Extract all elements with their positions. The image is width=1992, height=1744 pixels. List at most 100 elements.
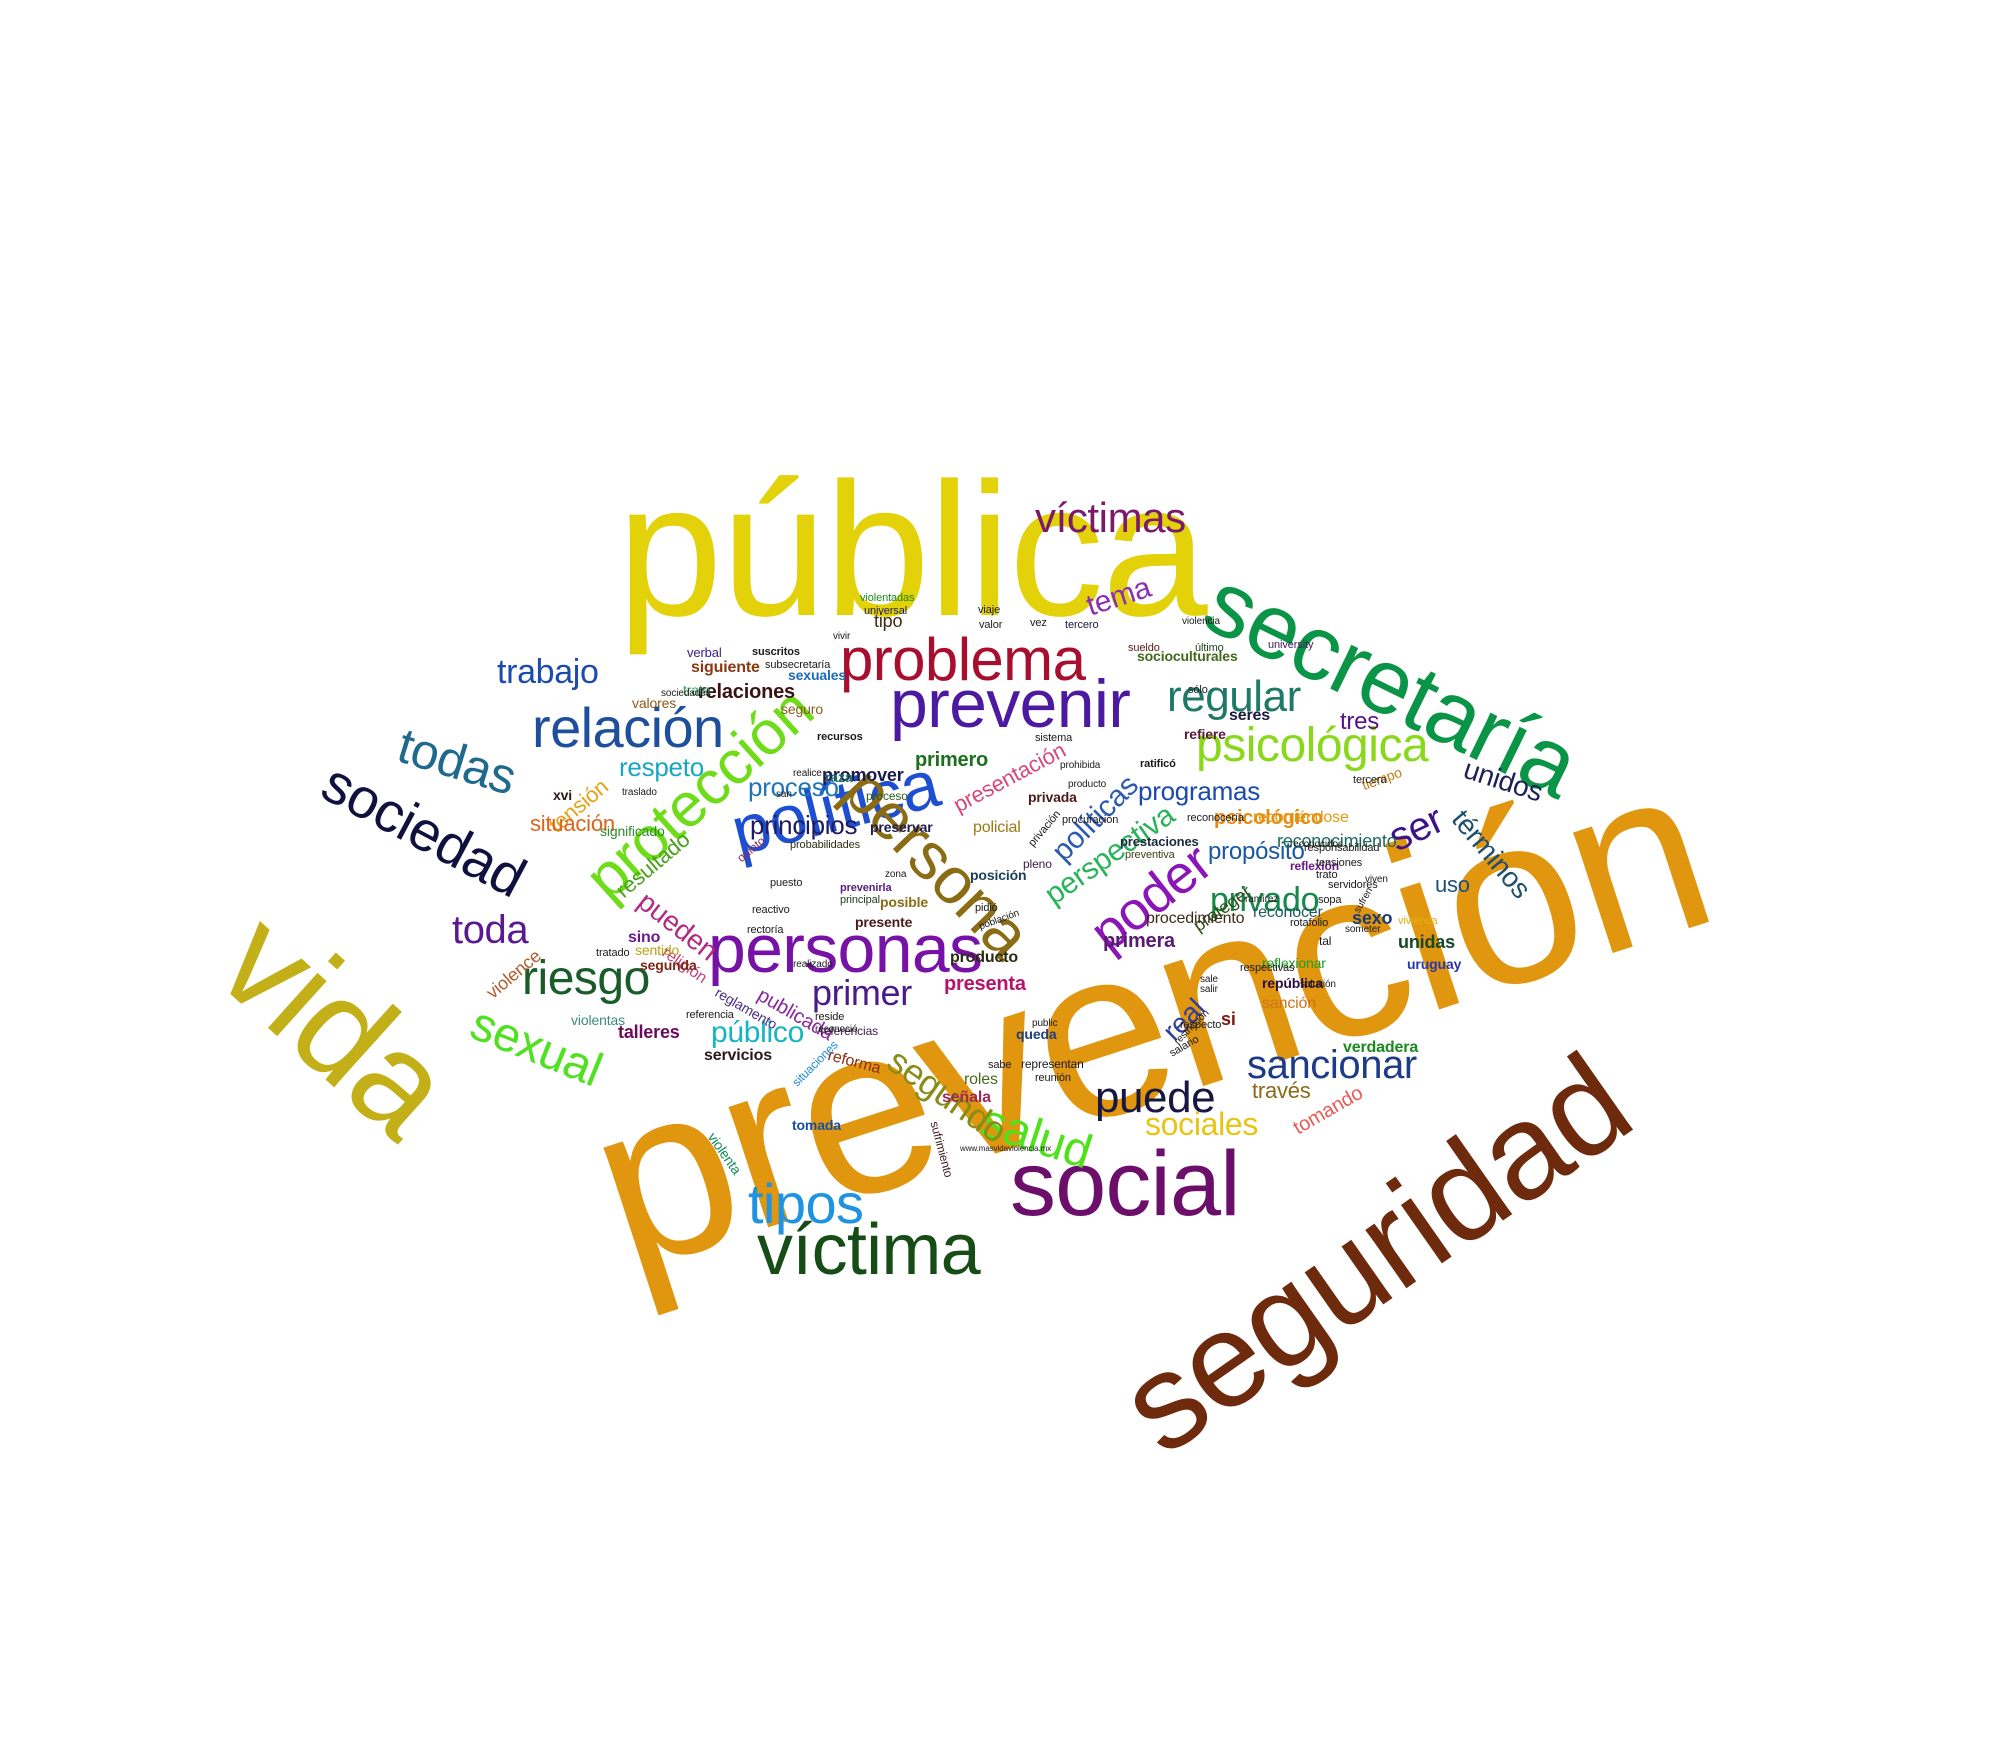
word-cloud-term: sopa (1318, 894, 1342, 906)
word-cloud-term: reside (815, 1011, 845, 1023)
word-cloud-term: respecto (1180, 1019, 1222, 1031)
word-cloud-term: víctima (757, 1210, 981, 1290)
word-cloud-term: suscritos (752, 646, 800, 658)
word-cloud-term: público (711, 1016, 804, 1049)
word-cloud-term: socioculturales (1137, 648, 1238, 664)
word-cloud-term: responsabilidad (1304, 842, 1380, 854)
word-cloud-term: situación (530, 811, 615, 836)
word-cloud-term: procedimiento (1146, 910, 1245, 927)
word-cloud-term: programas (1138, 776, 1260, 806)
word-cloud-term: tomada (792, 1117, 841, 1133)
word-cloud-term: valor (979, 619, 1003, 631)
word-cloud-term: rectoría (747, 924, 784, 936)
word-cloud-term: reconoció (815, 1024, 858, 1035)
word-cloud-term: servidores (1328, 879, 1378, 891)
word-cloud-term: presente (855, 914, 913, 930)
word-cloud-term: raza (825, 769, 853, 785)
word-cloud-term: principal (840, 894, 880, 906)
word-cloud-term: recursos (817, 731, 863, 743)
word-cloud-term: pleno (1023, 857, 1052, 871)
word-cloud-term: reconocidos (1290, 839, 1343, 850)
word-cloud-term: primera (1103, 930, 1175, 952)
word-cloud-term: subsecretaría (765, 659, 831, 671)
word-cloud-term: viaje (978, 604, 1001, 616)
word-cloud-term: significado (600, 823, 665, 839)
word-cloud-term: queda (1016, 1026, 1057, 1042)
word-cloud-term: reunión (1035, 1072, 1071, 1084)
word-cloud-term: realice (793, 768, 822, 779)
word-cloud-term: tensiones (1316, 857, 1363, 869)
word-cloud-term: rotafolio (1290, 917, 1329, 929)
word-cloud-term: prohibida (1060, 760, 1101, 771)
word-cloud-term: producto (1068, 779, 1107, 790)
word-cloud-term: unidas (1398, 932, 1455, 952)
word-cloud-term: tal (1319, 934, 1332, 948)
word-cloud-term: reactivo (752, 904, 790, 916)
word-cloud-term: toda (452, 908, 529, 952)
word-cloud-term: víctimas (1035, 494, 1186, 541)
word-cloud-term: reconocer (1253, 904, 1323, 921)
word-cloud-term: university (1268, 639, 1314, 651)
word-cloud-term: reflexión (1290, 859, 1339, 873)
word-cloud-term: zona (885, 869, 907, 880)
word-cloud-term: sabe (988, 1059, 1012, 1071)
word-cloud-term: trabajo (497, 653, 599, 691)
word-cloud-term: sexuales (788, 667, 847, 683)
word-cloud-term: riesgo (522, 952, 650, 1005)
word-cloud-term: señala (942, 1089, 991, 1106)
word-cloud-term: recorriéndose (1253, 809, 1349, 826)
word-cloud-term: proceso (748, 772, 839, 802)
word-cloud-term: uruguay (1407, 956, 1462, 972)
word-cloud-term: promover (822, 765, 904, 785)
word-cloud-term: relaciones (698, 681, 795, 703)
word-cloud-term: refiere (1184, 726, 1226, 742)
word-cloud-term: ratificó (1140, 758, 1176, 770)
word-cloud-term: prevenirla (840, 882, 892, 894)
word-cloud-term: proceso (866, 789, 908, 803)
word-cloud-term: realizado (793, 959, 833, 970)
word-cloud-term: tratado (596, 947, 630, 959)
word-cloud-term: ramírez (1245, 894, 1279, 905)
word-cloud-term: sistema (1035, 732, 1073, 744)
word-cloud-term: pidió (975, 902, 998, 914)
word-cloud-term: tercero (1065, 619, 1099, 631)
word-cloud-term: reflexionar (1262, 955, 1326, 971)
word-cloud-term: uso (1435, 872, 1470, 897)
word-cloud-term: sueldo (1128, 642, 1160, 654)
word-cloud-term: violentadas (860, 592, 915, 604)
word-cloud-term: pública (617, 444, 1208, 656)
word-cloud-term: referencia (686, 1009, 734, 1021)
word-cloud-term: seres (1229, 707, 1271, 724)
word-cloud-term: trato (1316, 869, 1338, 881)
word-cloud-term: trata (683, 682, 711, 698)
word-cloud-term: sentido (635, 942, 680, 958)
word-cloud-term: servicios (704, 1047, 772, 1064)
word-cloud-term: www.masvidaviolencia.mx (960, 1144, 1052, 1153)
word-cloud-term: si (1221, 1009, 1236, 1029)
word-cloud-term: solución (1300, 979, 1336, 990)
word-cloud-term: sino (628, 929, 661, 946)
word-cloud-term: relación (532, 696, 724, 759)
word-cloud-term: último (1195, 642, 1224, 654)
word-cloud-term: traslado (622, 787, 657, 798)
word-cloud-term: sanción (1262, 995, 1317, 1012)
word-cloud-term: tercera (1353, 774, 1387, 786)
word-cloud-term: reconocería (1187, 812, 1244, 824)
word-cloud-term: sancionar (1247, 1043, 1417, 1087)
word-cloud-term: procuración (1062, 814, 1119, 826)
word-cloud-term: reconocimiento (1277, 831, 1397, 851)
word-cloud-term: salir (1200, 984, 1218, 995)
word-cloud-term: psicológica (1196, 719, 1429, 772)
word-cloud-term: sexo (1352, 908, 1393, 928)
word-cloud-term: xvi (553, 787, 573, 803)
word-cloud-term: policial (973, 819, 1021, 836)
word-cloud-term: sólo (1188, 684, 1208, 696)
word-cloud-term: preservar (870, 819, 933, 835)
word-cloud-term: producto (950, 949, 1019, 966)
word-cloud-term: privado (1210, 881, 1320, 919)
word-cloud-term: probabilidades (790, 839, 861, 851)
word-cloud-term: viven (1365, 874, 1388, 885)
word-cloud-term: roles (964, 1071, 998, 1088)
word-cloud-term: propósito (1208, 838, 1305, 865)
